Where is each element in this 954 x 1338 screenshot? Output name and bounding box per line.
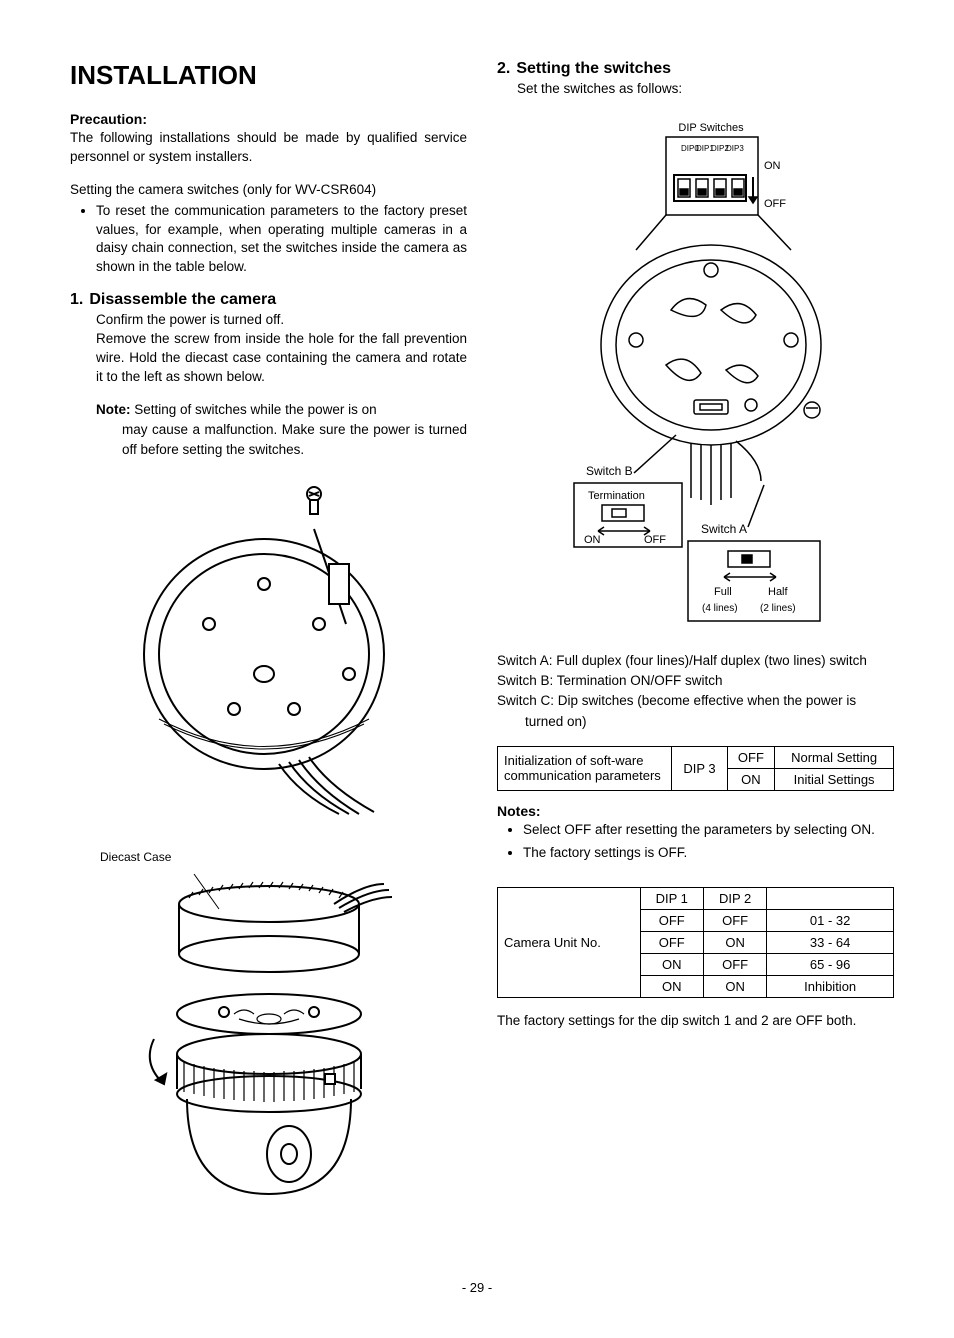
t1-dip3: DIP 3: [672, 746, 727, 790]
page-title: INSTALLATION: [70, 60, 467, 91]
svg-text:OFF: OFF: [764, 198, 786, 210]
notes-label: Notes:: [497, 803, 894, 819]
precaution-text: The following installations should be ma…: [70, 129, 467, 167]
t2-r2b: ON: [703, 931, 766, 953]
notes-bullet-2: The factory settings is OFF.: [523, 844, 894, 863]
t2-r3a: ON: [640, 953, 703, 975]
t2-rowlabel: Camera Unit No.: [498, 887, 641, 997]
s2-intro: Set the switches as follows:: [497, 80, 894, 99]
right-column: 2. Setting the switches Set the switches…: [497, 60, 894, 1220]
t2-r2a: OFF: [640, 931, 703, 953]
svg-text:Full: Full: [714, 586, 732, 598]
t2-r4c: Inhibition: [767, 975, 894, 997]
t2-r3c: 65 - 96: [767, 953, 894, 975]
camera-unit-table: Camera Unit No. DIP 1 DIP 2 OFF OFF 01 -…: [497, 887, 894, 998]
svg-text:DIP3: DIP3: [726, 144, 744, 153]
notes-bullet-1: Select OFF after resetting the parameter…: [523, 821, 894, 840]
setting-intro: Setting the camera switches (only for WV…: [70, 181, 467, 200]
svg-text:ON: ON: [764, 160, 781, 172]
section-2-number: 2.: [497, 60, 510, 78]
setting-bullet-list: To reset the communication parameters to…: [70, 202, 467, 278]
section-2-title: Setting the switches: [516, 60, 671, 78]
notes-list: Select OFF after resetting the parameter…: [497, 821, 894, 863]
svg-text:Switch A: Switch A: [701, 522, 747, 536]
svg-text:ON: ON: [584, 534, 601, 546]
svg-text:Termination: Termination: [588, 490, 645, 502]
t1-param-label: Initialization of soft-ware communicatio…: [498, 746, 672, 790]
dip-switches-label: DIP Switches: [678, 122, 744, 134]
s1-note-line1: Note: Setting of switches while the powe…: [96, 401, 467, 420]
svg-text:OFF: OFF: [644, 534, 666, 546]
svg-text:(4 lines): (4 lines): [702, 603, 738, 614]
svg-text:Switch B: Switch B: [586, 464, 633, 478]
svg-text:(2 lines): (2 lines): [760, 603, 796, 614]
s1-confirm-power: Confirm the power is turned off.: [96, 311, 467, 330]
dip3-table: Initialization of soft-ware communicatio…: [497, 746, 894, 791]
t1-on: ON: [727, 768, 775, 790]
s1-note-rest: may cause a malfunction. Make sure the p…: [122, 420, 467, 461]
t2-r3b: OFF: [703, 953, 766, 975]
section-1-title: Disassemble the camera: [89, 291, 276, 309]
note-label: Note:: [96, 402, 131, 417]
switch-descriptions: Switch A: Full duplex (four lines)/Half …: [497, 651, 894, 732]
t2-h1: DIP 1: [640, 887, 703, 909]
t2-r1c: 01 - 32: [767, 909, 894, 931]
diecast-case-diagram: [139, 864, 399, 1204]
t1-initial: Initial Settings: [775, 768, 894, 790]
section-1-number: 1.: [70, 291, 83, 309]
switch-a-desc: Switch A: Full duplex (four lines)/Half …: [497, 651, 894, 671]
switch-c-desc: Switch C: Dip switches (become effective…: [497, 691, 894, 732]
t2-r2c: 33 - 64: [767, 931, 894, 953]
dip-switch-diagram: DIP Switches DIP0 DIP1 DIP2 DIP3 ON OFF: [516, 115, 876, 635]
left-column: INSTALLATION Precaution: The following i…: [70, 60, 467, 1220]
svg-text:Half: Half: [768, 586, 789, 598]
t2-h2: DIP 2: [703, 887, 766, 909]
camera-top-diagram: [114, 474, 424, 834]
t2-r4a: ON: [640, 975, 703, 997]
diecast-case-label: Diecast Case: [100, 850, 467, 864]
s1-remove-screw: Remove the screw from inside the hole fo…: [96, 330, 467, 387]
setting-bullet: To reset the communication parameters to…: [96, 202, 467, 278]
t2-r4b: ON: [703, 975, 766, 997]
page-number: - 29 -: [0, 1280, 954, 1295]
t2-r1a: OFF: [640, 909, 703, 931]
switch-b-desc: Switch B: Termination ON/OFF switch: [497, 671, 894, 691]
t2-r1b: OFF: [703, 909, 766, 931]
t1-off: OFF: [727, 746, 775, 768]
precaution-label: Precaution:: [70, 111, 467, 127]
factory-note: The factory settings for the dip switch …: [497, 1012, 894, 1031]
s1-note-lead: Setting of switches while the power is o…: [131, 402, 377, 417]
t1-normal: Normal Setting: [775, 746, 894, 768]
